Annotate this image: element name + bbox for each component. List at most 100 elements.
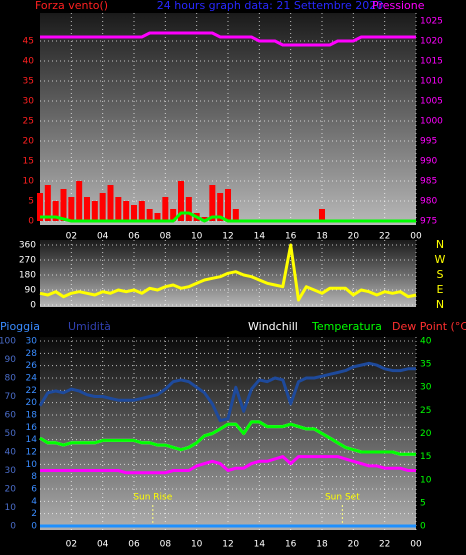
y-tick-label: 15: [420, 452, 431, 462]
y-tick-label: 22: [26, 386, 37, 396]
y-tick-label: 60: [5, 411, 17, 421]
x-tick-label: 14: [254, 232, 266, 242]
y-tick-label: 40: [420, 336, 432, 346]
y-tick-label: 270: [19, 256, 36, 266]
y-tick-label: 0: [31, 521, 37, 531]
bar: [201, 217, 208, 221]
series-line: [40, 455, 416, 475]
x-tick-label: 20: [348, 232, 360, 242]
bar: [123, 201, 130, 221]
bar: [170, 209, 177, 221]
x-tick-label: 08: [160, 540, 172, 550]
bar: [131, 205, 137, 221]
chart-title: 24 hours graph data: 21 Settembre 2020: [157, 0, 383, 12]
series-line: [40, 31, 416, 47]
y-tick-label: 26: [26, 361, 38, 371]
legend-label: Umidità: [68, 320, 111, 333]
x-tick-label: 04: [97, 540, 109, 550]
bar: [99, 193, 106, 221]
bar: [44, 185, 51, 221]
y-tick-label: 25: [420, 406, 431, 416]
y-tick-label: 20: [420, 429, 432, 439]
compass-label: E: [437, 283, 444, 296]
y-tick-label: 30: [26, 337, 38, 347]
y-tick-label: 0: [420, 522, 426, 532]
series-line: [38, 361, 416, 423]
bar: [68, 197, 75, 221]
y-tick-label: 45: [23, 37, 34, 47]
y-tick-label: 25: [23, 117, 34, 127]
x-tick-label: 02: [66, 232, 77, 242]
annotation: Sun Rise: [133, 493, 172, 503]
y-tick-label: 1015: [420, 57, 443, 67]
bar: [232, 209, 239, 221]
bar: [178, 181, 184, 221]
y-tick-label: 360: [19, 241, 36, 251]
y-tick-label: 0: [30, 301, 36, 311]
y-tick-label: 20: [26, 398, 38, 408]
y-tick-label: 90: [5, 355, 17, 365]
y-tick-label: 1010: [420, 77, 443, 87]
bar: [60, 189, 67, 221]
y-tick-label: 10: [5, 503, 17, 513]
x-tick-label: 00: [410, 540, 422, 550]
y-tick-label: 5: [420, 498, 426, 508]
y-tick-label: 20: [5, 484, 17, 494]
bar: [154, 213, 161, 221]
x-tick-label: 22: [379, 232, 390, 242]
bar: [115, 197, 122, 221]
series-line: [39, 243, 417, 302]
bar: [225, 189, 231, 221]
y-tick-label: 10: [420, 475, 432, 485]
bar: [84, 197, 90, 221]
y-tick-label: 30: [5, 466, 17, 476]
x-tick-label: 18: [316, 232, 328, 242]
y2-axis-label: Pressione: [372, 0, 425, 12]
bar: [162, 197, 169, 221]
y-tick-label: 0: [10, 521, 16, 531]
bar: [319, 209, 325, 221]
x-tick-label: 04: [97, 232, 109, 242]
y-axis-label: Forza vento(): [35, 0, 108, 12]
y-tick-label: 90: [25, 286, 37, 296]
y-tick-label: 24: [26, 374, 38, 384]
bar: [52, 201, 59, 221]
y-tick-label: 10: [23, 177, 35, 187]
y-tick-label: 50: [5, 429, 17, 439]
y-tick-label: 30: [420, 383, 432, 393]
bar: [107, 185, 114, 221]
y-tick-label: 14: [26, 435, 38, 445]
bar: [185, 197, 192, 221]
x-tick-label: 16: [285, 540, 297, 550]
x-tick-label: 10: [191, 232, 203, 242]
x-tick-label: 12: [222, 232, 233, 242]
y-tick-label: 8: [31, 472, 37, 482]
series-line: [40, 211, 416, 223]
compass-label: W: [435, 253, 446, 266]
y-tick-label: 28: [26, 349, 38, 359]
y-tick-label: 15: [23, 157, 34, 167]
bar: [146, 209, 153, 221]
y-tick-label: 18: [26, 411, 38, 421]
bar: [217, 193, 224, 221]
x-tick-label: 20: [348, 540, 360, 550]
y-tick-label: 5: [28, 197, 34, 207]
x-tick-label: 08: [160, 232, 172, 242]
y-tick-label: 1025: [420, 17, 443, 27]
y-tick-label: 12: [26, 447, 37, 457]
legend-label: Pioggia: [0, 320, 40, 333]
y-tick-label: 20: [23, 137, 35, 147]
y-tick-label: 0: [28, 217, 34, 227]
x-tick-label: 14: [254, 540, 266, 550]
x-tick-label: 06: [128, 232, 140, 242]
x-tick-label: 00: [410, 232, 422, 242]
legend-label: Temperatura: [311, 320, 382, 333]
legend-label: Dew Point (°C): [392, 320, 466, 333]
annotation: Sun Set: [325, 493, 360, 503]
y-tick-label: 1000: [420, 117, 443, 127]
y-tick-label: 180: [19, 271, 36, 281]
y-tick-label: 975: [420, 217, 437, 227]
x-tick-label: 10: [191, 540, 203, 550]
bar: [37, 193, 43, 221]
y-tick-label: 1020: [420, 37, 443, 47]
